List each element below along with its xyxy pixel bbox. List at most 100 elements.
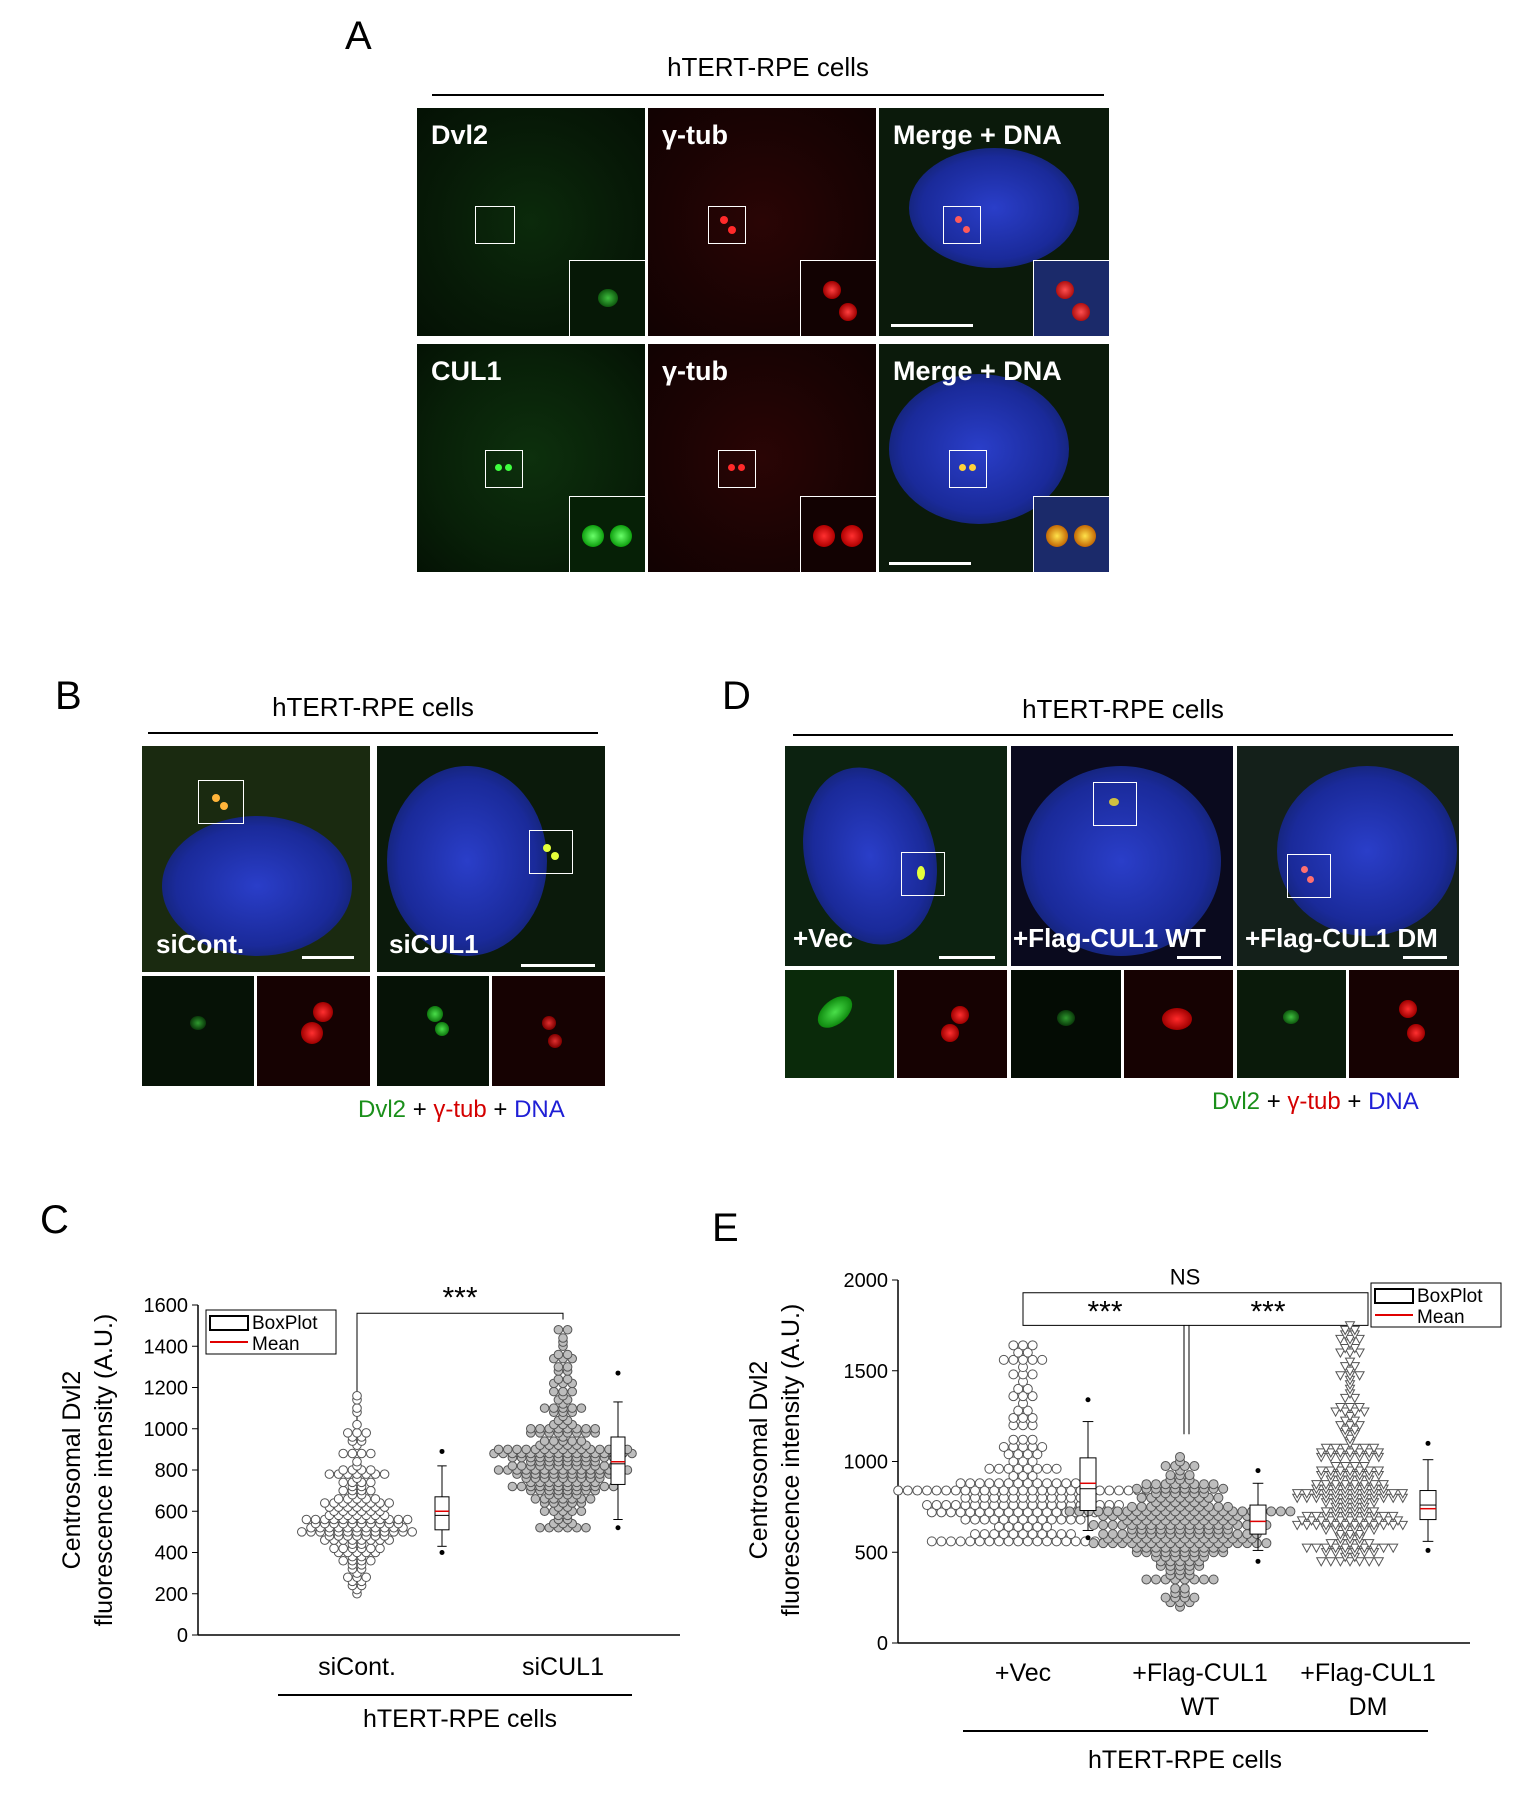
- data-point: [562, 1349, 573, 1360]
- data-point: [1359, 1543, 1370, 1554]
- data-point: [407, 1527, 418, 1537]
- zoom-box: [475, 206, 515, 244]
- box-body: [610, 1436, 626, 1485]
- data-point: [1339, 1443, 1351, 1454]
- centrosome-dot: [955, 216, 962, 223]
- data-point: [1094, 1485, 1105, 1496]
- data-point: [1042, 1463, 1052, 1474]
- data-point: [1008, 1434, 1019, 1445]
- box-body: [1249, 1504, 1267, 1535]
- data-point: [393, 1514, 404, 1525]
- data-point: [1339, 1407, 1351, 1418]
- data-point: [1013, 1449, 1024, 1460]
- zoom-box: [943, 206, 981, 244]
- data-point: [979, 1485, 990, 1496]
- data-point: [320, 1498, 330, 1508]
- centrosome-dot: [823, 281, 841, 299]
- data-point: [1344, 1516, 1356, 1527]
- data-point: [984, 1507, 995, 1518]
- data-point: [941, 1500, 952, 1511]
- data-point: [1213, 1501, 1224, 1512]
- data-point: [989, 1485, 1000, 1496]
- x-tick-label: +Vec: [995, 1659, 1051, 1687]
- data-point: [338, 1543, 349, 1554]
- data-point: [955, 1536, 966, 1547]
- data-point: [1373, 1448, 1385, 1458]
- data-point: [1056, 1514, 1067, 1525]
- data-point: [1051, 1463, 1062, 1474]
- data-point: [366, 1485, 376, 1496]
- data-point: [1013, 1536, 1024, 1547]
- data-point: [1368, 1480, 1380, 1490]
- data-point: [1018, 1412, 1028, 1423]
- data-point: [1373, 1466, 1385, 1477]
- cul1-dot: [610, 525, 632, 547]
- data-point: [960, 1514, 971, 1525]
- data-point: [1261, 1538, 1272, 1549]
- legend-boxplot-label: BoxPlot: [252, 1313, 318, 1334]
- data-point: [1170, 1583, 1181, 1594]
- gtub-label: γ-tub: [662, 120, 728, 150]
- data-point: [297, 1527, 307, 1537]
- data-point: [539, 1403, 550, 1413]
- flag-cul1-dm-gtub-inset: [1349, 970, 1459, 1078]
- centrosome-dot: [841, 525, 863, 547]
- zoom-inset: [569, 496, 645, 572]
- data-point: [1022, 1449, 1033, 1460]
- zoom-inset: [1033, 496, 1109, 572]
- data-point: [1354, 1448, 1365, 1458]
- sicul1-label: siCUL1: [389, 929, 479, 959]
- centrosome-dot: [1407, 1024, 1425, 1042]
- scale-bar: [939, 956, 995, 959]
- chart-c: 0 200 400 600 800 1000 1200 1400 1600 Centrosomal…: [58, 1281, 680, 1733]
- data-point: [1027, 1369, 1038, 1380]
- data-point: [1311, 1543, 1322, 1554]
- data-point: [1315, 1448, 1327, 1458]
- sicont-label: siCont.: [156, 929, 245, 959]
- legend-mean-label: Mean: [1417, 1307, 1465, 1328]
- data-point: [1330, 1461, 1341, 1472]
- ns-label: NS: [1170, 1265, 1201, 1290]
- data-point: [590, 1423, 601, 1434]
- data-point: [970, 1529, 980, 1540]
- centrosome-dot: [542, 1016, 556, 1030]
- centrosome-dot: [728, 226, 736, 234]
- box-outlier: [1255, 1558, 1261, 1564]
- nucleus: [387, 766, 547, 956]
- data-point: [1064, 1506, 1075, 1517]
- legend-mean-label: Mean: [252, 1334, 300, 1355]
- data-point: [1354, 1371, 1365, 1381]
- colocalized-dot: [959, 464, 966, 471]
- data-point: [576, 1436, 587, 1446]
- data-point: [1339, 1543, 1351, 1554]
- data-point: [1013, 1521, 1024, 1532]
- data-point: [1027, 1471, 1038, 1482]
- data-point: [1378, 1511, 1389, 1522]
- data-point: [1046, 1529, 1057, 1540]
- data-point: [599, 1481, 610, 1492]
- panel-d-header-line: [793, 734, 1453, 736]
- legend-box-swatch: [209, 1315, 249, 1331]
- y-tick-label: 800: [155, 1460, 188, 1482]
- data-point: [1320, 1443, 1332, 1454]
- flag-cul1-wt-gtub-inset: [1124, 970, 1233, 1078]
- y-tick-label: 600: [155, 1501, 188, 1523]
- data-point: [1056, 1485, 1067, 1496]
- data-point: [1199, 1479, 1209, 1490]
- y-tick-label: 1500: [844, 1361, 889, 1383]
- y-axis-label: fluorescence intensity (A.U.): [90, 1314, 118, 1627]
- colocalized-dot: [917, 866, 925, 880]
- data-point: [1311, 1511, 1322, 1522]
- data-point: [912, 1485, 923, 1496]
- data-point: [493, 1465, 504, 1475]
- data-point: [1354, 1466, 1365, 1477]
- data-point: [1349, 1461, 1361, 1472]
- data-point: [567, 1386, 578, 1397]
- data-point: [1344, 1557, 1356, 1567]
- zoom-inset: [1033, 260, 1109, 336]
- data-point: [1008, 1369, 1019, 1380]
- centrosome-dot: [1072, 303, 1090, 321]
- centrosome-dot: [839, 303, 857, 321]
- data-point: [1022, 1507, 1033, 1518]
- box-body: [434, 1496, 450, 1531]
